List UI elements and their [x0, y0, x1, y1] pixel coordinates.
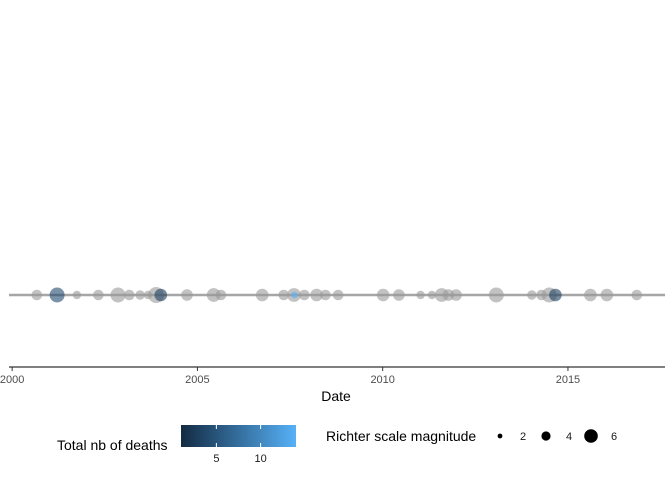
earthquake-point	[93, 289, 104, 301]
earthquake-point	[49, 287, 65, 303]
x-tick-label: 2015	[556, 374, 580, 386]
earthquake-point	[181, 289, 193, 301]
x-ticks: 2000 2005 2010 2015	[0, 367, 580, 386]
earthquake-point	[549, 288, 562, 302]
earthquake-point	[584, 288, 597, 302]
points-layer	[9, 287, 665, 303]
earthquake-point	[376, 288, 390, 302]
earthquake-point	[291, 291, 298, 299]
earthquake-point	[416, 290, 425, 300]
x-tick-label: 2005	[185, 374, 209, 386]
earthquake-point	[72, 290, 82, 300]
earthquake-point	[527, 290, 537, 300]
size-legend-key	[584, 429, 598, 443]
earthquake-point	[255, 288, 269, 302]
color-legend-ticks: 5 10	[213, 425, 267, 465]
color-legend-label: 10	[254, 453, 266, 465]
color-legend-bar	[181, 425, 296, 447]
earthquake-point	[450, 289, 462, 301]
earthquake-point	[631, 289, 643, 301]
earthquake-point	[310, 288, 323, 302]
color-legend-title: Total nb of deaths	[57, 437, 168, 453]
earthquake-point	[488, 287, 504, 303]
color-legend-label: 5	[213, 453, 219, 465]
earthquake-point	[320, 289, 331, 301]
x-tick-label: 2010	[370, 374, 394, 386]
size-legend-label: 6	[611, 431, 617, 443]
size-legend-key	[541, 431, 551, 441]
x-tick-label: 2000	[0, 374, 24, 386]
earthquake-point	[31, 289, 43, 301]
earthquake-point	[278, 289, 290, 301]
size-legend-key	[497, 433, 503, 439]
size-legend-title: Richter scale magnitude	[326, 428, 476, 444]
earthquake-point	[332, 289, 344, 301]
earthquake-point	[154, 288, 168, 302]
earthquake-point	[110, 287, 126, 303]
size-legend: 2 4 6	[497, 429, 617, 443]
earthquake-point	[393, 289, 405, 301]
earthquake-point	[427, 290, 437, 300]
size-legend-label: 2	[520, 431, 526, 443]
x-axis-title: Date	[321, 388, 351, 404]
earthquake-point	[135, 290, 145, 300]
earthquake-point	[215, 289, 227, 301]
earthquake-point	[299, 289, 310, 301]
size-legend-label: 4	[566, 431, 572, 443]
earthquake-point	[124, 289, 135, 301]
earthquake-point	[600, 288, 614, 302]
